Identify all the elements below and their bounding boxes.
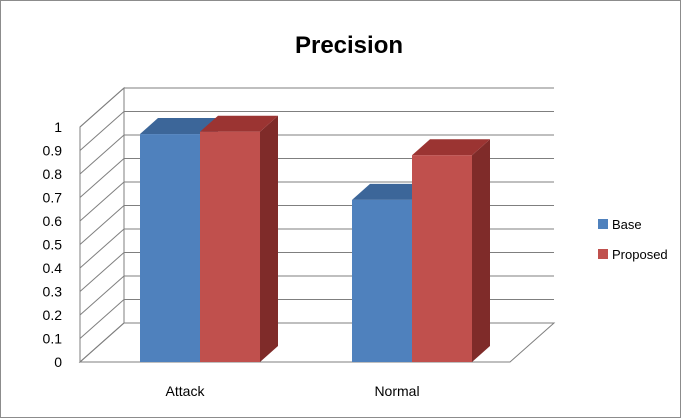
legend-label: Base xyxy=(612,217,642,232)
bar xyxy=(412,139,490,362)
bar-top xyxy=(200,115,278,132)
y-tick-label: 0.1 xyxy=(43,331,63,347)
gridline-diagonal xyxy=(79,87,125,128)
bar-top xyxy=(140,118,218,135)
gridline-diagonal xyxy=(79,252,125,292)
x-tick-label: Attack xyxy=(166,383,206,399)
y-tick-label: 0.6 xyxy=(43,213,63,229)
gridline-diagonal xyxy=(79,299,125,339)
bar-front xyxy=(412,155,472,362)
legend: Base Proposed xyxy=(598,217,668,262)
chart-title: Precision xyxy=(295,32,403,59)
y-tick-label: 0.8 xyxy=(43,166,63,182)
bar-front xyxy=(140,134,200,362)
gridline-diagonal xyxy=(79,275,125,316)
y-tick-label: 0.3 xyxy=(43,284,63,300)
x-tick-label: Normal xyxy=(374,383,419,399)
gridline-diagonal xyxy=(79,158,125,198)
y-tick-label: 0.5 xyxy=(43,237,63,253)
y-tick-label: 0.2 xyxy=(43,307,63,323)
gridline-diagonal xyxy=(79,228,125,269)
y-axis-ticks: 0 0.1 0.2 0.3 0.4 0.5 0.6 0.7 0.8 0.9 1 xyxy=(43,119,63,370)
y-tick-label: 1 xyxy=(54,119,62,135)
bar-side xyxy=(472,139,490,362)
legend-label: Proposed xyxy=(612,247,668,262)
y-tick-label: 0 xyxy=(54,354,62,370)
gridline-diagonal xyxy=(79,181,125,222)
bars xyxy=(140,115,490,362)
bar-side xyxy=(260,115,278,362)
bar-front xyxy=(352,199,412,362)
gridline-diagonal xyxy=(79,322,125,363)
gridline-diagonal xyxy=(79,134,125,175)
bar xyxy=(200,115,278,362)
y-tick-label: 0.7 xyxy=(43,190,63,206)
legend-swatch xyxy=(598,219,608,229)
gridline-diagonal xyxy=(79,205,125,245)
y-tick-label: 0.4 xyxy=(43,260,63,276)
bar-top xyxy=(352,183,430,200)
bar-front xyxy=(200,131,260,362)
gridline-diagonal xyxy=(79,111,125,151)
y-tick-label: 0.9 xyxy=(43,143,63,159)
bar-top xyxy=(412,139,490,156)
legend-swatch xyxy=(598,249,608,259)
x-axis-categories: Attack Normal xyxy=(166,383,420,399)
